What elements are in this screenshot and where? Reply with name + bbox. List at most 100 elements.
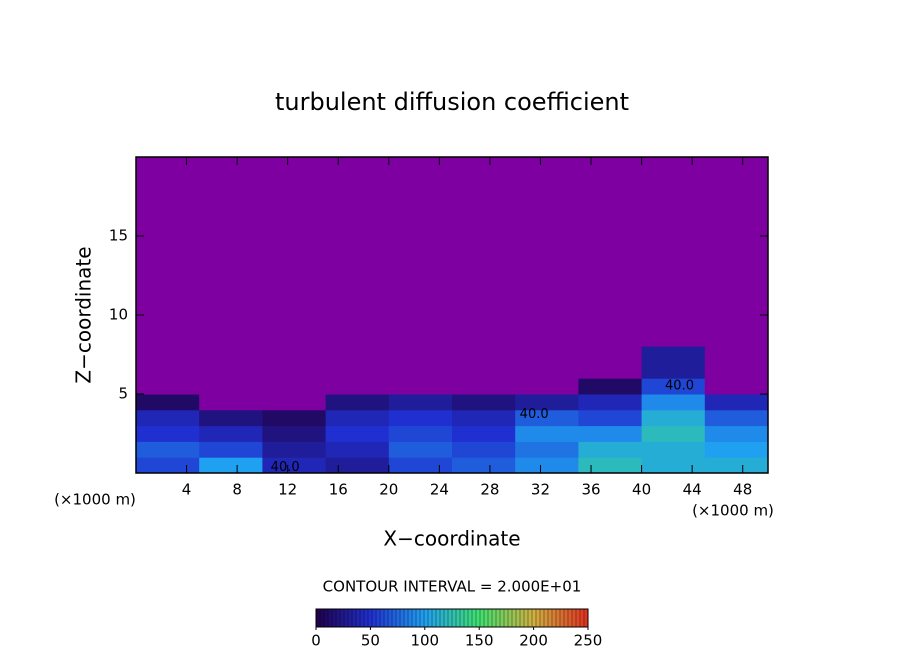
- field-cell: [262, 441, 327, 458]
- field-cell: [136, 378, 200, 395]
- field-cell: [452, 441, 516, 458]
- field-cell: [578, 378, 643, 395]
- field-cell: [515, 409, 579, 427]
- field-cell: [641, 409, 706, 427]
- y-axis-label: Z−coordinate: [72, 246, 96, 383]
- field-cell: [452, 346, 516, 379]
- field-cell: [452, 457, 516, 474]
- x-tick-label: 40: [632, 481, 651, 499]
- x-unit: (×1000 m): [692, 502, 774, 520]
- x-axis-label: X−coordinate: [383, 527, 520, 551]
- field-cell: [199, 457, 263, 474]
- contour-label: 40.0: [665, 379, 694, 394]
- field-cell: [325, 409, 390, 427]
- field-cell: [388, 409, 453, 427]
- contour-label: 40.0: [520, 407, 549, 422]
- field-cell: [704, 457, 769, 474]
- field-cell: [641, 425, 706, 442]
- colorbar-tick-label: 250: [574, 632, 603, 650]
- field-cell: [262, 409, 327, 427]
- field-cell: [388, 441, 453, 458]
- field-cell: [641, 378, 706, 395]
- colorbar-tick-label: 0: [311, 632, 321, 650]
- field-cell: [262, 346, 327, 379]
- field-cell: [388, 457, 453, 474]
- field-cell: [325, 457, 390, 474]
- field-cell: [325, 441, 390, 458]
- field-cell: [704, 425, 769, 442]
- field-cell: [515, 346, 579, 379]
- field-cell: [262, 425, 327, 442]
- field-cell: [578, 394, 643, 411]
- field-cell: [515, 394, 579, 411]
- field-cell: [262, 457, 327, 474]
- field-cell: [515, 378, 579, 395]
- field-cell: [452, 409, 516, 427]
- field-cell: [641, 346, 706, 379]
- field-cell: [262, 394, 327, 411]
- contour-label: 40.0: [271, 460, 300, 475]
- field-cell: [388, 394, 453, 411]
- field-cell: [452, 394, 516, 411]
- colorbar-tick-label: 100: [410, 632, 439, 650]
- field-cell: [199, 441, 263, 458]
- field-cell: [578, 409, 643, 427]
- field-cell: [388, 425, 453, 442]
- colorbar-tick-label: 200: [519, 632, 548, 650]
- field-cell: [452, 378, 516, 395]
- x-tick-label: 12: [278, 481, 297, 499]
- field-cell: [262, 378, 327, 395]
- y-unit: (×1000 m): [54, 491, 136, 509]
- field-cell: [578, 441, 643, 458]
- field-cell: [199, 394, 263, 411]
- field-cell: [704, 378, 769, 395]
- field-cell: [704, 409, 769, 427]
- field-cell: [515, 457, 579, 474]
- field-cell: [704, 346, 769, 379]
- field-cell: [515, 425, 579, 442]
- field-cell: [452, 425, 516, 442]
- field-cell: [325, 346, 390, 379]
- field-cell: [641, 457, 706, 474]
- x-tick-label: 4: [182, 481, 192, 499]
- field-cell: [199, 409, 263, 427]
- field-cell: [136, 425, 200, 442]
- x-tick-label: 44: [683, 481, 702, 499]
- field-cell: [136, 441, 200, 458]
- field-cell: [388, 346, 453, 379]
- y-tick-label: 10: [109, 306, 128, 324]
- y-tick-label: 15: [109, 227, 128, 245]
- field-cell: [136, 346, 200, 379]
- x-tick-label: 20: [379, 481, 398, 499]
- x-tick-label: 48: [733, 481, 752, 499]
- field-cell: [641, 441, 706, 458]
- field-cell: [136, 409, 200, 427]
- chart-title: turbulent diffusion coefficient: [275, 88, 629, 116]
- x-tick-label: 32: [531, 481, 550, 499]
- field-cell: [199, 425, 263, 442]
- x-tick-label: 16: [329, 481, 348, 499]
- field-cell: [578, 457, 643, 474]
- field-cell: [199, 346, 263, 379]
- contour-interval: CONTOUR INTERVAL = 2.000E+01: [323, 578, 582, 596]
- field-cell: [199, 378, 263, 395]
- field-cell: [136, 394, 200, 411]
- x-tick-label: 8: [232, 481, 242, 499]
- field-cell: [641, 394, 706, 411]
- y-tick-label: 5: [118, 385, 128, 403]
- x-tick-label: 28: [480, 481, 499, 499]
- field-cell: [388, 378, 453, 395]
- colorbar-tick-label: 50: [361, 632, 380, 650]
- field-cell: [325, 425, 390, 442]
- field-cell: [704, 441, 769, 458]
- field-cell: [136, 457, 200, 474]
- field-cell: [578, 346, 643, 379]
- x-tick-label: 36: [581, 481, 600, 499]
- field-cell: [578, 425, 643, 442]
- colorbar-tick-label: 150: [465, 632, 494, 650]
- field-cell: [325, 394, 390, 411]
- field-cell: [325, 378, 390, 395]
- field-cell: [704, 394, 769, 411]
- x-tick-label: 24: [430, 481, 449, 499]
